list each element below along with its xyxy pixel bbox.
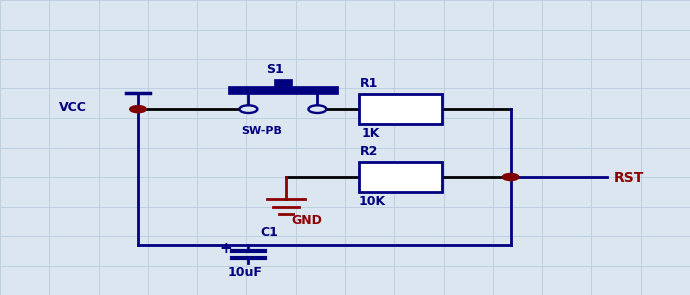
Text: 10uF: 10uF [228,266,263,279]
Bar [275,79,292,86]
Text: C1: C1 [261,226,279,239]
Bar [359,162,442,192]
Circle shape [308,105,326,113]
Bar [359,94,442,124]
Bar [228,86,338,94]
Text: SW-PB: SW-PB [241,126,282,136]
Text: 1K: 1K [362,127,380,140]
Text: R2: R2 [360,145,379,158]
Circle shape [130,106,146,113]
Text: VCC: VCC [59,101,86,114]
Text: 10K: 10K [359,195,386,208]
Text: +: + [219,241,232,256]
Circle shape [239,105,257,113]
Text: S1: S1 [266,63,284,76]
Text: RST: RST [614,171,644,185]
Text: R1: R1 [360,77,379,90]
Circle shape [502,173,519,181]
Text: GND: GND [292,214,323,227]
